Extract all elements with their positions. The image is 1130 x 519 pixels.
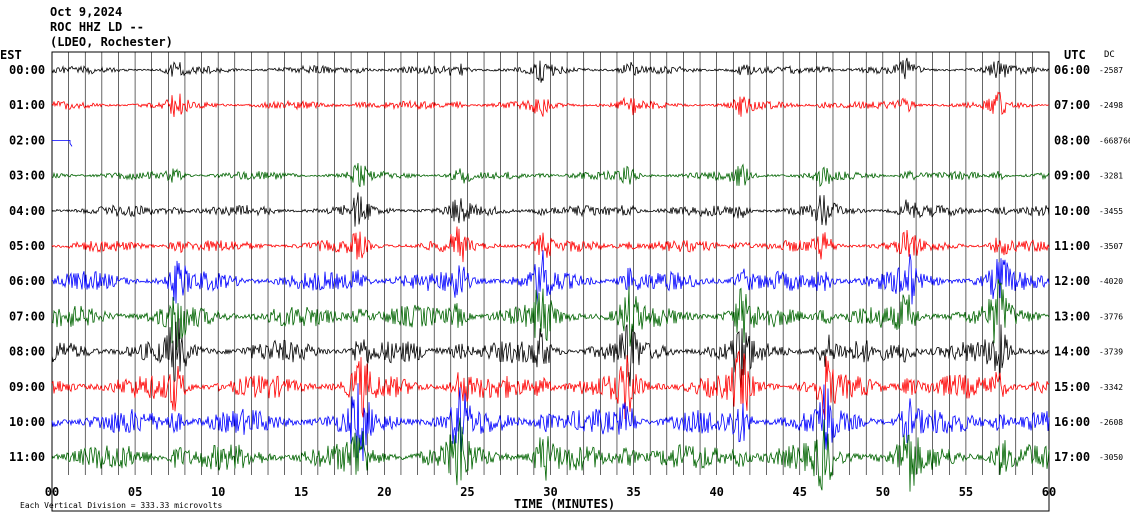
dc-offset-value: -3342: [1099, 383, 1123, 392]
dc-offset-value: -3507: [1099, 242, 1123, 251]
x-tick-label: 60: [1042, 485, 1056, 499]
station-code: ROC HHZ LD --: [50, 20, 144, 34]
x-tick-label: 15: [294, 485, 308, 499]
est-hour-label: 06:00: [9, 274, 45, 288]
est-hour-label: 05:00: [9, 239, 45, 253]
trace-row-0400: [51, 192, 1050, 227]
dc-offset-value: -3281: [1099, 172, 1123, 181]
trace-row-0700: [51, 278, 1050, 350]
trace-row-0800: [51, 318, 1050, 388]
utc-hour-label: 12:00: [1054, 274, 1090, 288]
dc-column-label: DC: [1104, 50, 1115, 60]
dc-offset-value: -2608: [1099, 418, 1123, 427]
x-tick-label: 10: [211, 485, 225, 499]
seismic-traces: [51, 57, 1050, 492]
est-hour-label: 00:00: [9, 63, 45, 77]
trace-row-0500: [51, 226, 1050, 263]
est-hour-label: 07:00: [9, 309, 45, 323]
x-axis-title: TIME (MINUTES): [514, 497, 615, 511]
x-tick-label: 45: [793, 485, 807, 499]
axis-labels: 00 05 10 15 20 25 30 35 40 45 50 55 60 00:00 06:00 -258…: [9, 63, 1130, 499]
est-hour-label: 11:00: [9, 450, 45, 464]
trace-row-0600: [51, 250, 1050, 305]
trace-row-0300: [51, 162, 1050, 188]
minute-gridlines: [68, 52, 1033, 475]
chart-date: Oct 9,2024: [50, 5, 123, 19]
utc-hour-label: 10:00: [1054, 204, 1090, 218]
dc-offset-value: -668766: [1099, 136, 1130, 145]
utc-hour-label: 13:00: [1054, 309, 1090, 323]
x-tick-label: 50: [876, 485, 890, 499]
x-tick-label: 20: [377, 485, 391, 499]
trace-row-0200: [52, 139, 73, 147]
dc-offset-value: -2587: [1099, 66, 1123, 75]
left-timezone-label: EST: [0, 48, 22, 62]
trace-row-0900: [51, 349, 1050, 420]
utc-hour-label: 15:00: [1054, 380, 1090, 394]
x-tick-label: 40: [709, 485, 723, 499]
utc-hour-label: 09:00: [1054, 169, 1090, 183]
trace-row-1100: [51, 417, 1050, 492]
est-hour-label: 01:00: [9, 98, 45, 112]
utc-hour-label: 07:00: [1054, 98, 1090, 112]
x-tick-label: 55: [959, 485, 973, 499]
est-hour-label: 08:00: [9, 345, 45, 359]
trace-row-0000: [51, 57, 1050, 83]
x-tick-label: 35: [626, 485, 640, 499]
dc-offset-value: -3050: [1099, 453, 1123, 462]
trace-row-1000: [51, 383, 1050, 462]
dc-offset-value: -3776: [1099, 312, 1123, 321]
est-hour-label: 03:00: [9, 169, 45, 183]
station-location: (LDEO, Rochester): [50, 35, 173, 49]
dc-offset-value: -2498: [1099, 101, 1123, 110]
utc-hour-label: 11:00: [1054, 239, 1090, 253]
dc-offset-value: -3739: [1099, 348, 1123, 357]
utc-hour-label: 16:00: [1054, 415, 1090, 429]
utc-hour-label: 06:00: [1054, 63, 1090, 77]
trace-row-0100: [51, 91, 1050, 118]
dc-offset-value: -4020: [1099, 277, 1123, 286]
est-hour-label: 10:00: [9, 415, 45, 429]
x-tick-label: 00: [45, 485, 59, 499]
est-hour-label: 04:00: [9, 204, 45, 218]
x-tick-label: 25: [460, 485, 474, 499]
right-timezone-label: UTC: [1064, 48, 1086, 62]
est-hour-label: 02:00: [9, 133, 45, 147]
footer-scale-note: Each Vertical Division = 333.33 microvol…: [20, 501, 222, 510]
x-tick-label: 05: [128, 485, 142, 499]
utc-hour-label: 14:00: [1054, 345, 1090, 359]
utc-hour-label: 08:00: [1054, 133, 1090, 147]
dc-offset-value: -3455: [1099, 207, 1123, 216]
utc-hour-label: 17:00: [1054, 450, 1090, 464]
x-tick-label: 30: [543, 485, 557, 499]
est-hour-label: 09:00: [9, 380, 45, 394]
